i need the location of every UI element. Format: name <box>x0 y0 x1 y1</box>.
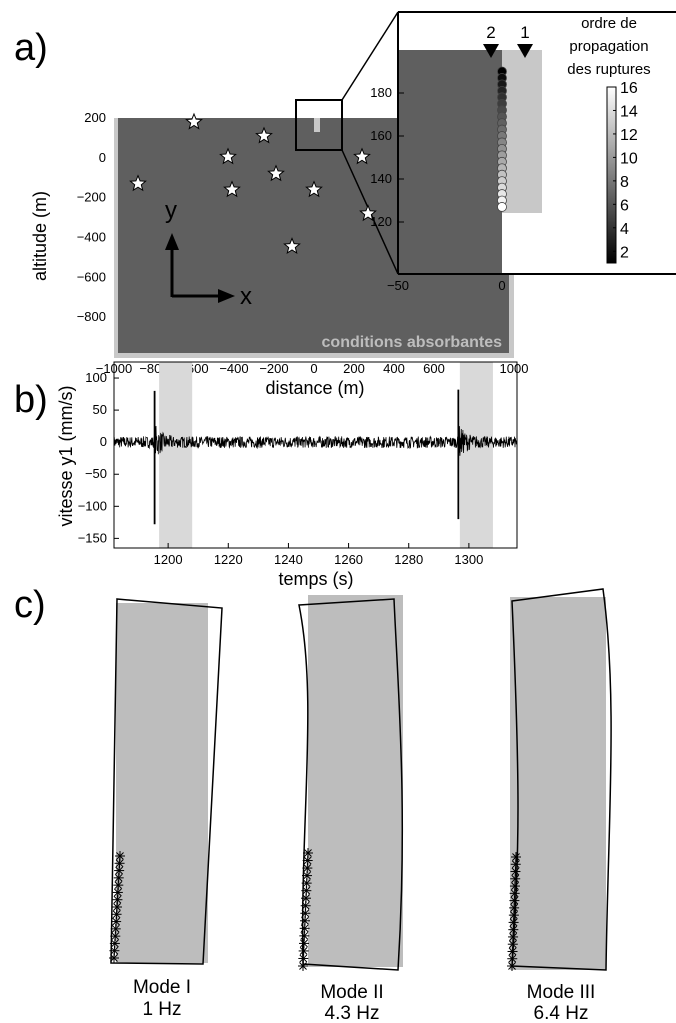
a-y-tick-label: −600 <box>77 269 106 284</box>
colorbar-tick-label: 16 <box>620 80 638 97</box>
inset-y-tick-label: 140 <box>370 171 392 186</box>
b-x-tick-label: 1300 <box>454 552 483 567</box>
a-y-tick-label: −800 <box>77 309 106 324</box>
sensor-asterisk <box>109 953 119 963</box>
inset-x-tick-label: 0 <box>498 278 505 293</box>
inset-x-tick-label: −50 <box>387 278 409 293</box>
colorbar-title-2: propagation <box>569 38 648 55</box>
mode-1: Mode I 1 Hz <box>109 599 222 1020</box>
b-x-tick-label: 1220 <box>214 552 243 567</box>
colorbar-scale <box>607 87 616 263</box>
mode-3-freq: 6.4 Hz <box>534 1003 589 1023</box>
b-x-tick-label: 1280 <box>394 552 423 567</box>
colorbar-title-3: des ruptures <box>567 61 650 78</box>
y-arrow-label: y <box>165 197 177 224</box>
inset-marker-label-2: 2 <box>486 23 495 42</box>
colorbar-tick-label: 4 <box>620 221 629 238</box>
colorbar-title-1: ordre de <box>581 15 637 32</box>
absorbing-conditions-label: conditions absorbantes <box>322 334 503 351</box>
sensor-asterisk <box>298 961 308 971</box>
mode-2-name: Mode II <box>320 982 383 1003</box>
a-x-axis-label: distance (m) <box>265 378 364 398</box>
a-x-tick-label: 600 <box>423 361 445 376</box>
a-y-tick-label: 0 <box>99 150 106 165</box>
a-x-tick-label: 0 <box>310 361 317 376</box>
sensor-asterisk <box>507 961 517 971</box>
a-y-axis-label: altitude (m) <box>30 191 50 281</box>
mode-3-column <box>510 597 606 970</box>
rupture-point <box>498 202 507 211</box>
a-y-tick-label: 200 <box>84 110 106 125</box>
a-y-tick-label: −400 <box>77 229 106 244</box>
x-arrow-label: x <box>240 283 252 310</box>
b-y-tick-label: 0 <box>100 434 107 449</box>
a-x-tick-label: 400 <box>383 361 405 376</box>
panel-b-letter: b) <box>14 379 48 421</box>
shaded-window <box>460 362 493 548</box>
colorbar-tick-label: 8 <box>620 174 629 191</box>
inset-y-tick-label: 180 <box>370 85 392 100</box>
mode-1-freq: 1 Hz <box>142 999 181 1020</box>
a-x-tick-label: −400 <box>219 361 248 376</box>
inset-y-tick-label: 120 <box>370 214 392 229</box>
mode-1-name: Mode I <box>133 977 191 998</box>
b-x-tick-label: 1240 <box>274 552 303 567</box>
rock-column <box>314 118 320 132</box>
mode-1-column <box>116 603 208 963</box>
inset-column <box>502 50 542 213</box>
panel-a-letter: a) <box>14 27 48 69</box>
b-x-tick-label: 1200 <box>154 552 183 567</box>
a-y-ticks: 200 0 −200 −400 −600 −800 <box>77 110 106 324</box>
b-x-ticks: 1200 1220 1240 1260 1280 1300 <box>154 543 484 567</box>
b-x-axis-label: temps (s) <box>278 569 353 589</box>
colorbar-tick-label: 10 <box>620 150 638 167</box>
mode-3-name: Mode III <box>527 982 596 1003</box>
mode-2-column <box>308 595 403 967</box>
b-y-tick-label: −50 <box>85 466 107 481</box>
b-y-ticks: 100 50 0 −50 −100 −150 <box>78 370 119 545</box>
b-y-tick-label: −100 <box>78 498 107 513</box>
b-y-tick-label: −150 <box>78 530 107 545</box>
mode-2: Mode II 4.3 Hz <box>298 595 403 1023</box>
inset-marker-label-1: 1 <box>520 23 529 42</box>
shaded-window <box>159 362 192 548</box>
colorbar-tick-label: 6 <box>620 197 629 214</box>
a-x-tick-label: 200 <box>343 361 365 376</box>
b-y-tick-label: 50 <box>93 402 107 417</box>
event-spikes <box>155 390 459 525</box>
a-x-tick-label: −200 <box>259 361 288 376</box>
rupture-circles <box>498 67 507 211</box>
b-x-tick-label: 1260 <box>334 552 363 567</box>
inset-y-tick-label: 160 <box>370 128 392 143</box>
mode-2-freq: 4.3 Hz <box>325 1003 380 1023</box>
b-y-tick-label: 100 <box>85 370 107 385</box>
colorbar-tick-label: 12 <box>620 127 638 144</box>
a-y-tick-label: −200 <box>77 190 106 205</box>
inset-zoom: 2 1 −50 0 120 140 160 180 2 4 6 8 10 12 14 16 ordre … <box>370 12 676 293</box>
colorbar-tick-label: 2 <box>620 244 629 261</box>
b-y-axis-label: vitesse y1 (mm/s) <box>56 385 76 526</box>
panel-c-letter: c) <box>14 584 46 626</box>
a-x-tick-label: 1000 <box>500 361 529 376</box>
panel-c-modes: Mode I 1 Hz Mode II 4.3 Hz Mode III 6.4 … <box>109 589 611 1023</box>
mode-3: Mode III 6.4 Hz <box>507 589 611 1023</box>
colorbar-tick-label: 14 <box>620 103 638 120</box>
inset-dark <box>398 50 502 274</box>
